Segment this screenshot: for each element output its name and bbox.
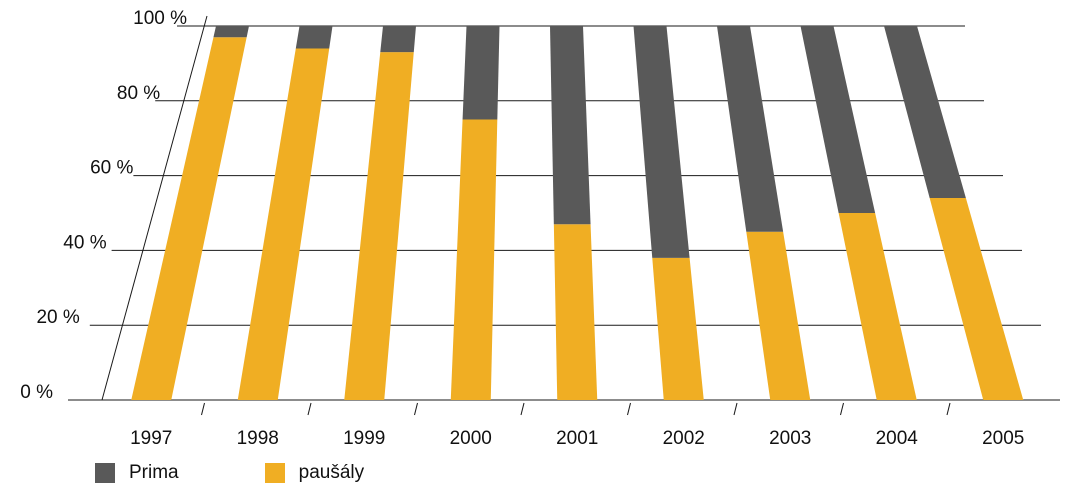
x-tick-label: 2000 [450, 428, 492, 449]
x-division-tick [414, 402, 418, 416]
legend-item-pausaly: paušály [264, 462, 365, 484]
y-tick-label: 0 % [20, 382, 53, 403]
axes [101, 15, 951, 416]
bar-pausaly-2000 [450, 119, 498, 400]
x-division-tick [627, 402, 631, 416]
bars [131, 26, 1024, 401]
bar-pausaly-2001 [553, 224, 598, 400]
x-division-tick [520, 402, 525, 416]
y-axis-line [101, 15, 208, 401]
x-tick-label: 1998 [237, 428, 279, 449]
bar-prima-1998 [295, 26, 333, 49]
bar-pausaly-1997 [131, 37, 247, 400]
x-division-tick [733, 402, 738, 416]
bar-pausaly-2003 [746, 231, 811, 400]
legend: Prima paušály [95, 462, 364, 484]
y-tick-label: 40 % [63, 232, 106, 253]
legend-swatch-pausaly [264, 463, 285, 483]
x-tick-label: 1999 [343, 428, 385, 449]
x-tick-label: 2001 [556, 428, 598, 449]
x-tick-label: 1997 [130, 428, 172, 449]
bar-pausaly-1999 [344, 52, 414, 401]
x-tick-label: 2003 [769, 428, 811, 449]
bar-prima-1997 [213, 26, 249, 38]
x-division-tick [201, 402, 205, 416]
bar-prima-2000 [462, 26, 500, 120]
bar-pausaly-2004 [838, 213, 917, 400]
y-tick-labels: 0 % 20 % 40 % 60 % 80 % 100 % [20, 8, 187, 403]
bar-pausaly-2005 [929, 198, 1024, 400]
bar-pausaly-1998 [237, 48, 330, 400]
bar-prima-2003 [717, 26, 784, 232]
x-division-tick [946, 402, 951, 416]
bar-prima-2002 [633, 26, 690, 258]
legend-label-prima: Prima [129, 462, 179, 483]
bar-prima-2004 [800, 26, 876, 213]
x-tick-label: 2004 [876, 428, 919, 449]
bar-prima-1999 [380, 26, 416, 53]
legend-label-pausaly: paušály [298, 462, 365, 483]
x-division-tick [840, 402, 844, 416]
x-division-tick [307, 402, 312, 416]
y-tick-label: 60 % [90, 158, 133, 179]
x-tick-labels: 1997 1998 1999 2000 2001 2002 2003 2004 2005 [130, 428, 1024, 449]
bar-prima-2001 [550, 26, 591, 225]
x-tick-label: 2002 [663, 428, 705, 449]
bar-pausaly-2002 [652, 257, 704, 400]
legend-item-prima: Prima [95, 462, 179, 484]
y-tick-label: 80 % [117, 83, 160, 104]
y-tick-label: 20 % [36, 307, 79, 328]
x-tick-label: 2005 [982, 428, 1024, 449]
bar-prima-2005 [884, 26, 966, 199]
y-tick-label: 100 % [133, 8, 187, 29]
legend-swatch-prima [95, 463, 115, 483]
